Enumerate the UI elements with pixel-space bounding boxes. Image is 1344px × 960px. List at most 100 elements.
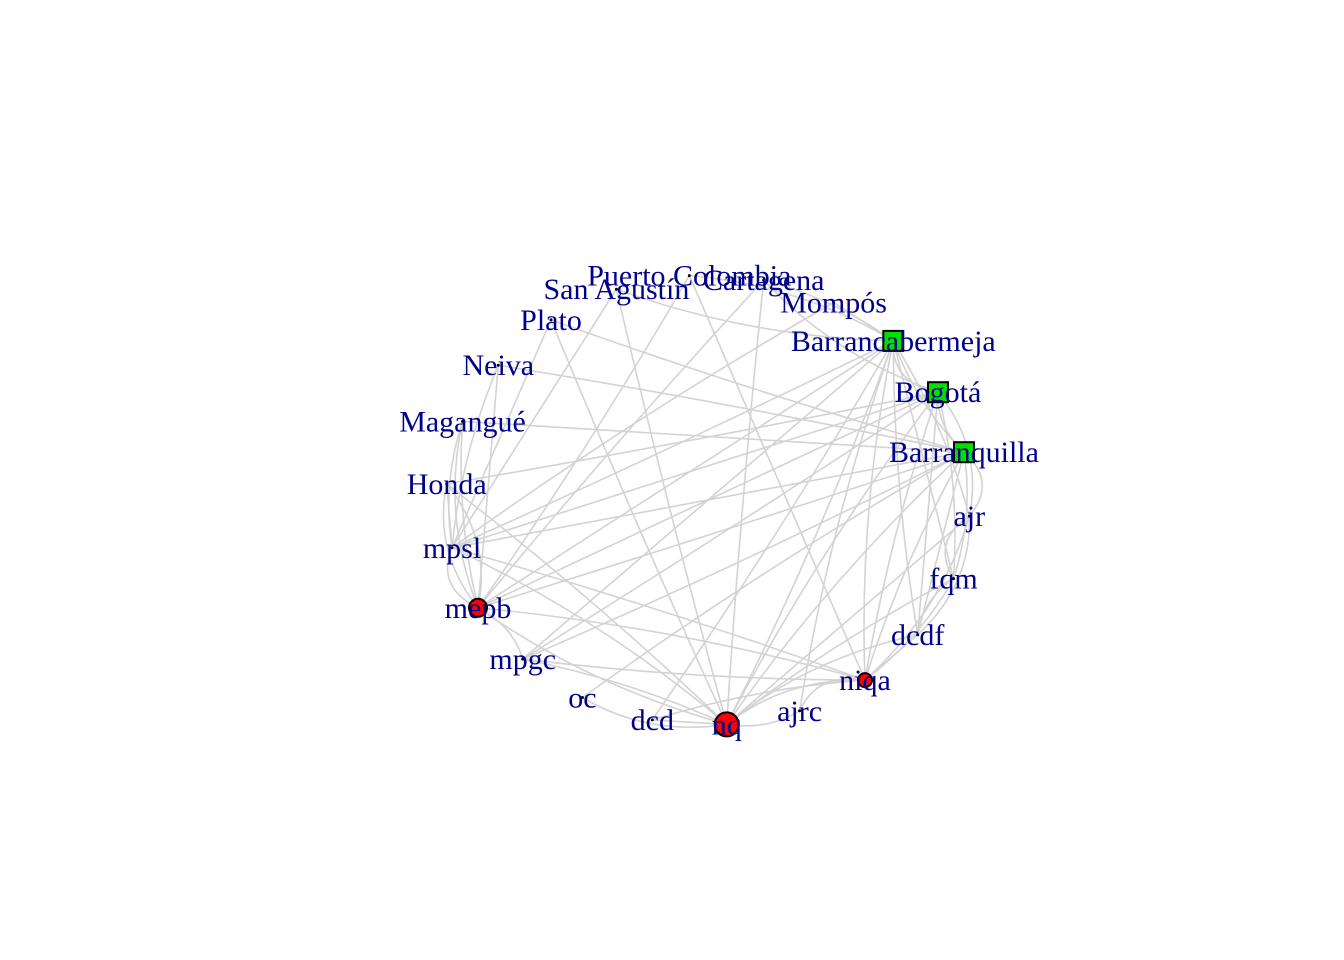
node-label-puerto-colombia: Puerto Colombia <box>587 260 791 293</box>
edge-barranquilla-mpgc <box>522 451 965 660</box>
edge-neiva-mpsl <box>451 364 500 548</box>
edge-bogota-honda <box>446 391 939 485</box>
edge-magangue-mepb <box>454 421 479 609</box>
edges-layer <box>442 274 984 728</box>
nodes-layer <box>445 274 975 738</box>
node-dot-mpsl <box>450 546 454 550</box>
node-label-mepb: mepb <box>445 592 512 625</box>
node-label-magangue: Magangué <box>399 405 526 438</box>
edge-nq-ajr <box>726 515 970 726</box>
edge-barrancabermeja-dcd <box>651 340 894 721</box>
edge-honda-mepb <box>446 483 483 608</box>
node-label-san-agustin: San Agustín <box>543 273 689 306</box>
edge-nq-san-agustin <box>615 289 728 725</box>
node-label-nq: nq <box>712 708 742 741</box>
edge-niqa-dcd <box>652 679 866 721</box>
edge-cartagena-mepb <box>477 279 765 609</box>
node-dot-neiva <box>496 363 500 367</box>
edge-nq-oc <box>581 696 727 728</box>
edge-niqa-fqm <box>864 578 955 681</box>
node-dot-dcd <box>650 718 654 722</box>
edge-dcdf-ajr <box>917 516 971 636</box>
node-dot-plato <box>549 318 553 322</box>
edge-puerto-colombia-mepb <box>477 275 690 609</box>
node-label-dcdf: dcdf <box>891 619 944 652</box>
node-label-niqa: niqa <box>839 664 891 697</box>
node-marker-bogota <box>927 381 949 404</box>
node-dot-puerto-colombia <box>687 274 691 278</box>
node-marker-mepb <box>468 597 488 618</box>
node-label-ajr: ajr <box>953 500 985 533</box>
node-label-cartagena: Cartagena <box>703 264 825 297</box>
edge-bogota-dcdf <box>916 392 939 635</box>
node-label-ajrc: ajrc <box>777 695 822 728</box>
edge-barranquilla-magangue <box>462 420 965 453</box>
node-dot-dcdf <box>916 633 920 637</box>
edge-barranquilla-plato <box>550 319 965 453</box>
edge-niqa-mpgc <box>522 658 866 681</box>
node-label-barranquilla: Barranquilla <box>889 436 1039 469</box>
edge-barrancabermeja-san-agustin <box>616 288 894 342</box>
node-marker-barrancabermeja <box>882 329 905 352</box>
edge-barrancabermeja-cartagena <box>763 279 894 342</box>
node-dot-honda <box>445 482 449 486</box>
edge-barrancabermeja-mepb <box>477 340 894 609</box>
edge-nq-plato <box>550 319 728 725</box>
edge-barrancabermeja-ajr <box>892 340 971 517</box>
edge-barranquilla-mepb <box>477 451 965 609</box>
node-label-fqm: fqm <box>929 563 977 596</box>
edge-mpsl-nq <box>451 547 728 726</box>
node-label-mpsl: mpsl <box>423 532 481 565</box>
edge-barrancabermeja-mpsl <box>451 340 894 549</box>
edge-barrancabermeja-nq <box>725 340 895 725</box>
node-marker-nq <box>713 711 740 738</box>
node-dot-ajrc <box>798 709 802 713</box>
edge-bogota-mpsl <box>451 391 939 549</box>
edge-barranquilla-nq <box>726 451 965 725</box>
edge-dcdf-fqm <box>916 577 954 635</box>
node-dot-oc <box>580 696 584 699</box>
node-dot-cartagena <box>762 278 766 282</box>
edge-barranquilla-oc <box>581 451 965 699</box>
node-label-mpgc: mpgc <box>489 643 556 676</box>
edge-mepb-magangue <box>460 421 479 608</box>
node-label-dcd: dcd <box>631 704 674 737</box>
node-label-neiva: Neiva <box>462 349 534 382</box>
node-marker-niqa <box>857 672 873 689</box>
edge-nq-cartagena <box>725 280 765 725</box>
edge-mpsl-magangue <box>448 421 464 548</box>
edge-mompos-mpsl <box>451 301 834 549</box>
edge-barranquilla-niqa <box>864 451 965 681</box>
node-dot-mpgc <box>521 657 525 661</box>
edge-barrancabermeja-puerto-colombia <box>689 274 894 342</box>
node-dot-mompos <box>832 301 836 304</box>
edge-plato-mpsl <box>451 319 552 549</box>
edge-barranquilla-fqm <box>952 452 968 579</box>
node-dot-san-agustin <box>614 287 618 291</box>
node-dot-ajr <box>967 514 971 518</box>
edge-barrancabermeja-dcdf <box>892 340 919 635</box>
node-marker-barranquilla <box>953 441 975 464</box>
node-label-oc: oc <box>568 682 596 715</box>
node-label-mompos: Mompós <box>780 287 887 320</box>
edge-barranquilla-mpsl <box>451 451 965 549</box>
edge-mepb-honda <box>442 483 479 609</box>
node-label-barrancabermeja: Barrancabermeja <box>791 325 996 358</box>
node-dot-magangue <box>461 419 464 423</box>
edge-nq-honda <box>446 483 728 725</box>
edge-san-agustin-mpsl <box>451 288 618 549</box>
node-label-plato: Plato <box>520 304 582 337</box>
node-label-bogota: Bogotá <box>895 376 982 409</box>
edge-niqa-ajr <box>864 515 971 681</box>
edge-fqm-ajr <box>944 515 970 580</box>
node-dot-fqm <box>952 577 955 581</box>
edge-nq-fqm <box>726 577 954 726</box>
edge-bogota-cartagena <box>763 279 939 393</box>
edge-nq-mpgc <box>522 658 728 726</box>
edge-barrancabermeja-niqa <box>863 340 895 681</box>
edge-mepb-niqa <box>477 607 866 681</box>
node-label-honda: Honda <box>407 468 487 501</box>
